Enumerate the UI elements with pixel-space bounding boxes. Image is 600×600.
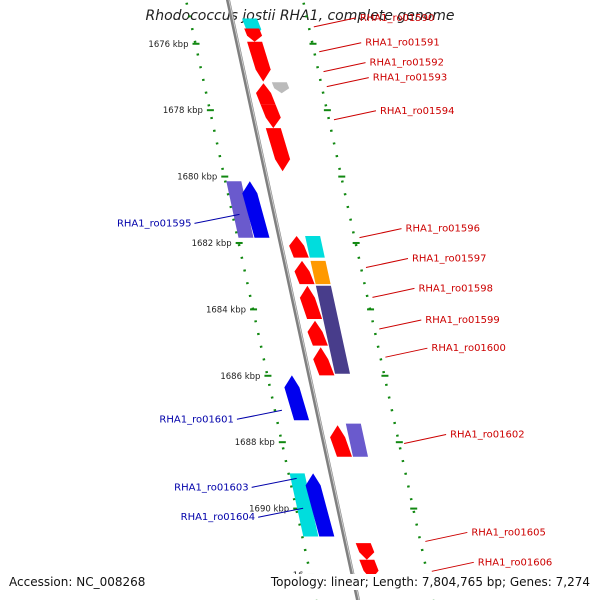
gene-feature-rha1_ro01590[interactable] bbox=[244, 28, 263, 42]
ruler-right-dots bbox=[301, 0, 435, 600]
gene-label-rha1_ro01599[interactable]: RHA1_ro01599 bbox=[425, 315, 500, 326]
gene-feature-rha1_ro01604[interactable] bbox=[305, 473, 335, 537]
gene-layer bbox=[226, 18, 379, 580]
genome-summary-text: Topology: linear; Length: 7,804,765 bp; … bbox=[268, 574, 592, 590]
gene-label-rha1_ro01598[interactable]: RHA1_ro01598 bbox=[418, 283, 493, 294]
label-leader-line bbox=[258, 507, 304, 518]
gene-feature-rha1_ro01596[interactable] bbox=[305, 236, 325, 258]
gene-label-rha1_ro01602[interactable]: RHA1_ro01602 bbox=[450, 430, 525, 441]
gene-feature-rha1_ro01605[interactable] bbox=[355, 543, 375, 560]
label-leader-line bbox=[236, 409, 283, 420]
gene-feature-rha1_ro01598[interactable] bbox=[299, 285, 323, 319]
label-leader-line bbox=[323, 62, 366, 73]
gene-feature-rha1_ro01593[interactable] bbox=[256, 83, 276, 105]
gene-label-rha1_ro01596[interactable]: RHA1_ro01596 bbox=[406, 224, 481, 235]
backbone-layer bbox=[225, 0, 361, 600]
label-leader-line bbox=[379, 319, 422, 330]
label-layer: RHA1_ro01590 RHA1_ro01591 RHA1_ro01592 RHA1… bbox=[117, 13, 553, 572]
gene-label-rha1_ro01590[interactable]: RHA1_ro01590 bbox=[360, 13, 435, 24]
ruler-tick-label: 1678 kbp bbox=[163, 106, 203, 116]
gene-feature-rha1_ro01602[interactable] bbox=[330, 425, 352, 457]
gene-label-rha1_ro01601[interactable]: RHA1_ro01601 bbox=[159, 414, 234, 425]
gene-label-rha1_ro01593[interactable]: RHA1_ro01593 bbox=[373, 73, 448, 84]
gene-label-rha1_ro01595[interactable]: RHA1_ro01595 bbox=[117, 218, 192, 229]
gene-label-rha1_ro01604[interactable]: RHA1_ro01604 bbox=[181, 512, 256, 523]
gene-label-rha1_ro01605[interactable]: RHA1_ro01605 bbox=[471, 527, 546, 538]
label-leader-line bbox=[194, 213, 240, 224]
gene-feature-rha1_ro01598[interactable] bbox=[315, 285, 350, 374]
ruler-tick-label: 1680 kbp bbox=[177, 173, 217, 183]
gene-feature-rha1_ro01591[interactable] bbox=[247, 41, 271, 82]
gene-feature-rha1_ro01594[interactable] bbox=[265, 128, 291, 172]
gene-label-rha1_ro01597[interactable]: RHA1_ro01597 bbox=[412, 254, 487, 265]
backbone-line bbox=[225, 0, 361, 600]
label-leader-line bbox=[372, 287, 415, 298]
gene-feature-rha1_ro01596[interactable] bbox=[289, 236, 309, 258]
gene-feature-rha1_ro01592[interactable] bbox=[271, 82, 290, 94]
gene-label-rha1_ro01594[interactable]: RHA1_ro01594 bbox=[380, 106, 455, 117]
label-leader-line bbox=[365, 258, 409, 269]
ruler-tick-label: 1686 kbp bbox=[220, 372, 260, 382]
label-leader-line bbox=[431, 561, 474, 572]
ruler-tick-label: 1684 kbp bbox=[206, 305, 246, 315]
gene-feature-rha1_ro01600[interactable] bbox=[313, 347, 335, 376]
label-leader-line bbox=[319, 42, 362, 53]
gene-feature-rha1_ro01595[interactable] bbox=[226, 181, 254, 238]
map-title: Rhodococcus jostii RHA1, complete genome bbox=[145, 8, 455, 24]
ruler-tick-label: 1690 kbp bbox=[249, 505, 289, 515]
ruler-tick-label: 1688 kbp bbox=[235, 438, 275, 448]
gene-label-rha1_ro01606[interactable]: RHA1_ro01606 bbox=[478, 557, 553, 568]
ruler-left-dots bbox=[184, 0, 318, 600]
label-leader-line bbox=[359, 228, 402, 239]
label-leader-line bbox=[333, 110, 377, 121]
gene-feature-rha1_ro01599[interactable] bbox=[307, 320, 328, 346]
label-leader-line bbox=[313, 17, 356, 28]
label-leader-line bbox=[404, 434, 447, 444]
label-leader-line bbox=[251, 477, 297, 488]
gene-feature-rha1_ro01597[interactable] bbox=[310, 260, 331, 285]
gene-label-rha1_ro01591[interactable]: RHA1_ro01591 bbox=[365, 38, 440, 49]
gene-feature-rha1_ro01601[interactable] bbox=[284, 375, 310, 421]
gene-label-rha1_ro01603[interactable]: RHA1_ro01603 bbox=[174, 482, 249, 493]
gene-label-rha1_ro01600[interactable]: RHA1_ro01600 bbox=[431, 343, 506, 354]
gene-feature-rha1_ro01597[interactable] bbox=[294, 260, 315, 285]
ruler-tick-label: 1682 kbp bbox=[192, 239, 232, 249]
backbone-highlight bbox=[228, 0, 360, 600]
gene-feature-rha1_ro01593b[interactable] bbox=[260, 104, 281, 129]
label-leader-line bbox=[385, 347, 428, 358]
label-leader-line bbox=[326, 77, 369, 88]
accession-text: Accession: NC_008268 bbox=[7, 574, 148, 590]
gene-feature-rha1_ro01595[interactable] bbox=[242, 181, 270, 238]
gene-label-rha1_ro01592[interactable]: RHA1_ro01592 bbox=[370, 58, 445, 69]
label-leader-line bbox=[425, 531, 468, 542]
gene-feature-rha1_ro01603[interactable] bbox=[289, 473, 319, 537]
ruler-tick-label: 1676 kbp bbox=[148, 40, 188, 50]
gene-feature-rha1_ro01602[interactable] bbox=[345, 423, 368, 457]
